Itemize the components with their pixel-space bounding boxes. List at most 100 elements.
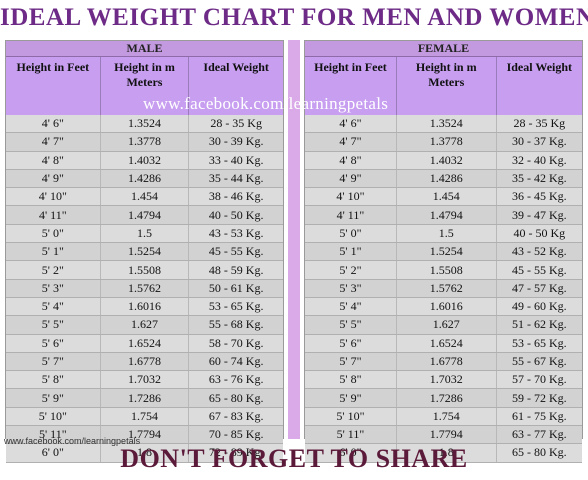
height-feet-cell: 5' 5" [6, 315, 101, 335]
height-feet-cell: 4' 6" [305, 115, 397, 134]
table-row: 4' 8" 1.4032 32 - 40 Kg. [305, 151, 582, 170]
ideal-weight-cell: 40 - 50 Kg [496, 224, 582, 244]
height-feet-cell: 5' 5" [305, 315, 397, 335]
table-row: 5' 0" 1.5 40 - 50 Kg [305, 224, 582, 244]
male-table: MALE Height in Feet Height in m Meters I… [6, 41, 283, 463]
height-feet-cell: 4' 11" [305, 205, 397, 225]
height-meters-cell: 1.454 [396, 187, 497, 207]
ideal-weight-cell: 39 - 47 Kg. [496, 205, 582, 225]
height-feet-cell: 5' 7" [305, 352, 397, 372]
height-feet-cell: 4' 8" [6, 151, 101, 170]
table-row: 5' 11" 1.7794 70 - 85 Kg. [6, 425, 283, 445]
table-row: 4' 6" 1.3524 28 - 35 Kg [6, 115, 283, 134]
table-row: 4' 7" 1.3778 30 - 37 Kg. [305, 132, 582, 152]
table-row: 5' 10" 1.754 67 - 83 Kg. [6, 407, 283, 427]
female-header-meters: Height in m Meters [396, 56, 497, 115]
height-meters-cell: 1.3524 [396, 115, 497, 134]
height-meters-cell: 1.4032 [396, 151, 497, 170]
table-row: 4' 10" 1.454 36 - 45 Kg. [305, 187, 582, 207]
height-feet-cell: 4' 6" [6, 115, 101, 134]
height-feet-cell: 5' 10" [305, 407, 397, 427]
height-meters-cell: 1.4794 [100, 205, 190, 225]
height-feet-cell: 4' 10" [305, 187, 397, 207]
table-row: 5' 7" 1.6778 60 - 74 Kg. [6, 352, 283, 372]
height-feet-cell: 5' 8" [305, 370, 397, 390]
ideal-weight-cell: 70 - 85 Kg. [188, 425, 283, 445]
table-row: 5' 8" 1.7032 57 - 70 Kg. [305, 370, 582, 390]
ideal-weight-cell: 58 - 70 Kg. [188, 334, 283, 353]
ideal-weight-cell: 65 - 80 Kg. [188, 388, 283, 408]
height-feet-cell: 5' 2" [305, 260, 397, 280]
height-meters-cell: 1.754 [100, 407, 190, 427]
height-feet-cell: 5' 1" [305, 242, 397, 262]
table-row: 6' 0" 1.8 65 - 80 Kg. [305, 443, 582, 463]
table-row: 5' 4" 1.6016 49 - 60 Kg. [305, 297, 582, 317]
ideal-weight-cell: 49 - 60 Kg. [496, 297, 582, 317]
ideal-weight-cell: 63 - 77 Kg. [496, 425, 582, 445]
height-feet-cell: 5' 6" [6, 334, 101, 353]
ideal-weight-cell: 45 - 55 Kg. [496, 260, 582, 280]
ideal-weight-cell: 48 - 59 Kg. [188, 260, 283, 280]
ideal-weight-cell: 30 - 39 Kg. [188, 132, 283, 152]
height-meters-cell: 1.4286 [100, 169, 190, 189]
height-meters-cell: 1.7286 [396, 388, 497, 408]
height-feet-cell: 5' 7" [6, 352, 101, 372]
ideal-weight-cell: 43 - 52 Kg. [496, 242, 582, 262]
height-meters-cell: 1.454 [100, 187, 190, 207]
ideal-weight-cell: 67 - 83 Kg. [188, 407, 283, 427]
male-header-feet: Height in Feet [6, 56, 101, 115]
table-row: 4' 7" 1.3778 30 - 39 Kg. [6, 132, 283, 152]
ideal-weight-cell: 53 - 65 Kg. [188, 297, 283, 317]
ideal-weight-cell: 33 - 40 Kg. [188, 151, 283, 170]
height-feet-cell: 5' 4" [6, 297, 101, 317]
table-row: 4' 9" 1.4286 35 - 44 Kg. [6, 169, 283, 189]
female-table: FEMALE Height in Feet Height in m Meters… [305, 41, 582, 463]
height-feet-cell: 6' 0" [305, 443, 397, 463]
height-meters-cell: 1.4794 [396, 205, 497, 225]
height-feet-cell: 4' 8" [305, 151, 397, 170]
height-meters-cell: 1.5508 [396, 260, 497, 280]
height-meters-cell: 1.4286 [396, 169, 497, 189]
height-feet-cell: 4' 7" [6, 132, 101, 152]
ideal-weight-cell: 40 - 50 Kg. [188, 205, 283, 225]
height-meters-cell: 1.6524 [396, 334, 497, 353]
height-feet-cell: 4' 10" [6, 187, 101, 207]
ideal-weight-cell: 35 - 44 Kg. [188, 169, 283, 189]
table-row: 5' 4" 1.6016 53 - 65 Kg. [6, 297, 283, 317]
table-row: 5' 9" 1.7286 59 - 72 Kg. [305, 388, 582, 408]
table-row: 6' 0" 1.8 72 - 89 Kg. [6, 443, 283, 463]
table-row: 5' 2" 1.5508 48 - 59 Kg. [6, 260, 283, 280]
ideal-weight-cell: 63 - 76 Kg. [188, 370, 283, 390]
table-row: 5' 3" 1.5762 50 - 61 Kg. [6, 279, 283, 298]
female-header-feet: Height in Feet [305, 56, 397, 115]
height-meters-cell: 1.3778 [396, 132, 497, 152]
ideal-weight-cell: 72 - 89 Kg. [188, 443, 283, 463]
ideal-weight-cell: 65 - 80 Kg. [496, 443, 582, 463]
height-meters-cell: 1.7794 [100, 425, 190, 445]
height-feet-cell: 5' 3" [6, 279, 101, 298]
table-row: 5' 10" 1.754 61 - 75 Kg. [305, 407, 582, 427]
height-feet-cell: 4' 11" [6, 205, 101, 225]
ideal-weight-cell: 50 - 61 Kg. [188, 279, 283, 298]
table-row: 4' 8" 1.4032 33 - 40 Kg. [6, 151, 283, 170]
male-header-weight: Ideal Weight [188, 56, 283, 115]
ideal-weight-cell: 57 - 70 Kg. [496, 370, 582, 390]
table-row: 5' 5" 1.627 55 - 68 Kg. [6, 315, 283, 335]
height-feet-cell: 5' 9" [6, 388, 101, 408]
height-feet-cell: 5' 0" [305, 224, 397, 244]
female-panel: FEMALE Height in Feet Height in m Meters… [304, 40, 583, 463]
ideal-weight-cell: 53 - 65 Kg. [496, 334, 582, 353]
height-feet-cell: 6' 0" [6, 443, 101, 463]
height-feet-cell: 5' 3" [305, 279, 397, 298]
height-meters-cell: 1.4032 [100, 151, 190, 170]
ideal-weight-cell: 43 - 53 Kg. [188, 224, 283, 244]
height-meters-cell: 1.7032 [100, 370, 190, 390]
height-feet-cell: 5' 10" [6, 407, 101, 427]
ideal-weight-cell: 28 - 35 Kg [496, 115, 582, 134]
footer-banner: DON'T FORGET TO SHARE [120, 444, 468, 473]
table-row: 5' 6" 1.6524 53 - 65 Kg. [305, 334, 582, 353]
height-meters-cell: 1.3778 [100, 132, 190, 152]
height-meters-cell: 1.627 [100, 315, 190, 335]
source-url: www.facebook.com/learningpetals [4, 436, 141, 446]
height-meters-cell: 1.7286 [100, 388, 190, 408]
